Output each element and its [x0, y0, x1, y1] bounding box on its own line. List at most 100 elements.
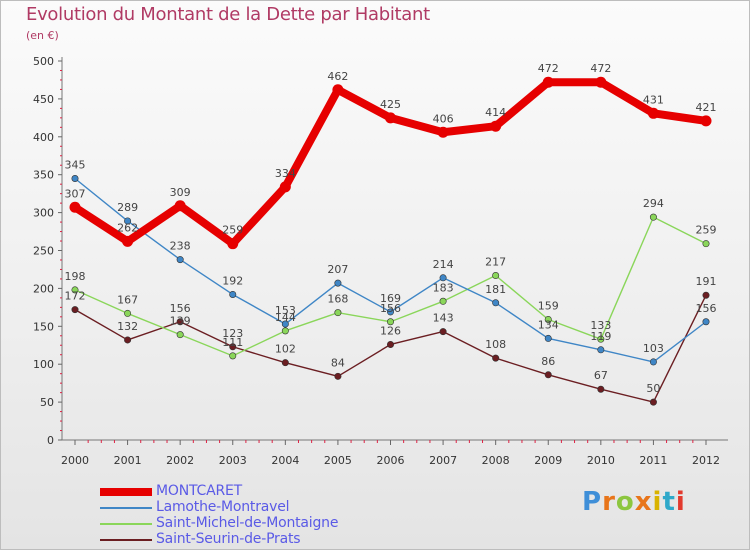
data-label-montcaret: 414 [485, 106, 506, 119]
y-tick-label: 0 [47, 434, 54, 447]
data-point-lamothe-montravel [439, 274, 447, 282]
data-label-lamothe-montravel: 169 [380, 292, 401, 305]
data-point-saint-seurin-de-prats [386, 340, 394, 348]
chart-title: Evolution du Montant de la Dette par Hab… [26, 4, 430, 25]
data-label-saint-seurin-de-prats: 86 [541, 355, 555, 368]
data-point-saint-michel-de-montaigne [334, 309, 342, 317]
data-label-montcaret: 472 [590, 62, 611, 75]
data-label-lamothe-montravel: 345 [65, 158, 86, 171]
data-label-saint-michel-de-montaigne: 139 [170, 315, 191, 328]
chart-unit: (en €) [26, 29, 59, 42]
data-label-saint-michel-de-montaigne: 133 [590, 319, 611, 332]
data-point-saint-seurin-de-prats [649, 398, 657, 406]
data-label-lamothe-montravel: 214 [433, 258, 454, 271]
data-label-saint-seurin-de-prats: 143 [433, 312, 454, 325]
data-point-saint-michel-de-montaigne [124, 309, 132, 317]
data-point-saint-michel-de-montaigne [439, 297, 447, 305]
data-point-saint-seurin-de-prats [439, 328, 447, 336]
y-tick-label: 100 [33, 358, 54, 371]
y-tick-label: 150 [33, 320, 54, 333]
data-label-saint-seurin-de-prats: 84 [331, 356, 345, 369]
data-label-saint-seurin-de-prats: 126 [380, 324, 401, 337]
legend-swatch [100, 523, 152, 525]
data-point-lamothe-montravel [334, 279, 342, 287]
data-point-montcaret [647, 107, 659, 119]
data-point-lamothe-montravel [492, 299, 500, 307]
logo-letter: i [652, 487, 663, 517]
data-point-saint-seurin-de-prats [544, 371, 552, 379]
legend-swatch [100, 507, 152, 509]
data-label-montcaret: 462 [327, 70, 348, 83]
logo-letter: i [675, 487, 686, 517]
data-point-saint-michel-de-montaigne [229, 352, 237, 360]
data-label-lamothe-montravel: 192 [222, 274, 243, 287]
data-point-saint-seurin-de-prats [597, 385, 605, 393]
data-point-montcaret [595, 76, 607, 88]
chart-series [69, 76, 712, 406]
data-point-saint-seurin-de-prats [281, 359, 289, 367]
data-label-saint-seurin-de-prats: 191 [696, 275, 717, 288]
x-tick-label: 2002 [166, 454, 194, 467]
data-point-montcaret [332, 84, 344, 96]
data-label-saint-seurin-de-prats: 172 [65, 290, 86, 303]
chart-data-labels: 307 262 309 259 334 462 425 406 414 472 472 431 421 3… [65, 62, 717, 395]
y-tick-label: 50 [40, 396, 54, 409]
data-point-montcaret [437, 126, 449, 138]
data-label-lamothe-montravel: 103 [643, 342, 664, 355]
x-tick-label: 2011 [639, 454, 667, 467]
data-label-saint-michel-de-montaigne: 183 [433, 281, 454, 294]
y-tick-label: 300 [33, 207, 54, 220]
data-label-saint-seurin-de-prats: 123 [222, 327, 243, 340]
x-tick-label: 2009 [534, 454, 562, 467]
data-label-montcaret: 259 [222, 224, 243, 237]
data-label-saint-seurin-de-prats: 67 [594, 369, 608, 382]
data-point-saint-seurin-de-prats [492, 354, 500, 362]
data-label-saint-michel-de-montaigne: 294 [643, 197, 664, 210]
x-tick-label: 2005 [324, 454, 352, 467]
data-label-lamothe-montravel: 207 [327, 263, 348, 276]
logo-letter: r [602, 487, 616, 517]
y-tick-label: 350 [33, 169, 54, 182]
data-point-montcaret [122, 235, 134, 247]
data-point-saint-michel-de-montaigne [386, 318, 394, 326]
data-label-saint-michel-de-montaigne: 167 [117, 293, 138, 306]
data-label-montcaret: 431 [643, 93, 664, 106]
data-label-saint-michel-de-montaigne: 111 [222, 336, 243, 349]
data-label-lamothe-montravel: 156 [696, 302, 717, 315]
data-point-saint-seurin-de-prats [334, 372, 342, 380]
logo-letter: x [634, 487, 653, 517]
data-point-lamothe-montravel [649, 358, 657, 366]
data-point-montcaret [490, 120, 502, 132]
y-tick-label: 200 [33, 282, 54, 295]
data-point-montcaret [700, 115, 712, 127]
data-point-montcaret [174, 200, 186, 212]
y-tick-label: 500 [33, 55, 54, 68]
data-label-montcaret: 406 [433, 112, 454, 125]
data-label-saint-seurin-de-prats: 102 [275, 343, 296, 356]
y-tick-label: 400 [33, 131, 54, 144]
data-label-montcaret: 472 [538, 62, 559, 75]
data-point-saint-michel-de-montaigne [544, 315, 552, 323]
data-point-lamothe-montravel [281, 320, 289, 328]
data-label-montcaret: 262 [117, 221, 138, 234]
legend-label: Saint-Seurin-de-Prats [156, 531, 301, 547]
y-tick-label: 250 [33, 245, 54, 258]
data-label-saint-seurin-de-prats: 50 [646, 382, 660, 395]
data-point-lamothe-montravel [71, 174, 79, 182]
data-point-saint-michel-de-montaigne [71, 286, 79, 294]
data-label-lamothe-montravel: 238 [170, 240, 191, 253]
y-tick-label: 450 [33, 93, 54, 106]
data-label-montcaret: 307 [65, 187, 86, 200]
data-label-lamothe-montravel: 153 [275, 304, 296, 317]
data-point-saint-michel-de-montaigne [281, 327, 289, 335]
legend-swatch [100, 488, 152, 496]
x-tick-label: 2007 [429, 454, 457, 467]
data-label-saint-michel-de-montaigne: 198 [65, 270, 86, 283]
data-point-saint-seurin-de-prats [702, 291, 710, 299]
legend-label: Saint-Michel-de-Montaigne [156, 515, 339, 531]
data-point-saint-seurin-de-prats [124, 336, 132, 344]
logo-letter: t [662, 487, 676, 517]
legend-label: MONTCARET [156, 483, 242, 499]
